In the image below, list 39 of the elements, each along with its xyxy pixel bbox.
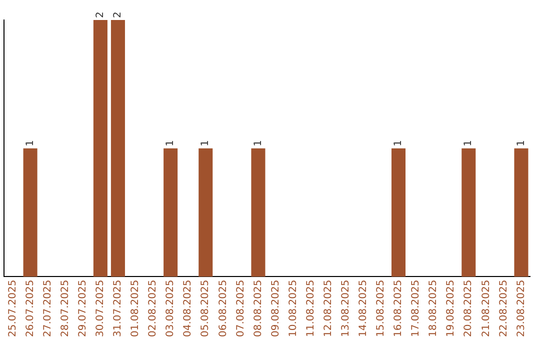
x-tick-label: 19.08.2025 (446, 280, 457, 338)
x-tick-label: 22.08.2025 (498, 280, 510, 338)
data-label: 1 (393, 140, 404, 146)
x-tick-label: 27.07.2025 (42, 280, 54, 338)
x-tick-label: 04.08.2025 (182, 280, 194, 338)
x-tick-label: 02.08.2025 (148, 280, 159, 338)
x-tick-label: 23.08.2025 (516, 280, 527, 338)
x-tick-label: 11.08.2025 (305, 280, 316, 338)
x-tick-label: 30.07.2025 (95, 280, 106, 338)
x-tick-label: 08.08.2025 (252, 280, 264, 338)
data-label: 1 (165, 140, 176, 146)
x-tick-label: 21.08.2025 (480, 280, 492, 338)
x-tick-label: 18.08.2025 (428, 280, 440, 338)
x-tick-label: 13.08.2025 (340, 280, 352, 338)
x-tick-label: 20.08.2025 (463, 280, 474, 338)
data-label: 1 (252, 140, 264, 146)
x-tick-label: 29.07.2025 (77, 280, 88, 338)
data-label: 1 (200, 140, 212, 146)
x-tick-label: 07.08.2025 (235, 280, 246, 338)
data-label: 1 (463, 140, 474, 146)
data-label: 2 (95, 12, 106, 18)
x-tick-label: 01.08.2025 (130, 280, 142, 338)
x-tick-label: 15.08.2025 (376, 280, 387, 338)
data-label: 1 (516, 140, 527, 146)
data-label: 2 (112, 12, 124, 18)
x-tick-label: 09.08.2025 (270, 280, 282, 338)
x-tick-label: 26.07.2025 (24, 280, 36, 338)
x-tick-label: 06.08.2025 (218, 280, 229, 338)
x-tick-label: 28.07.2025 (60, 280, 71, 338)
x-tick-label: 14.08.2025 (358, 280, 370, 338)
x-tick-label: 16.08.2025 (393, 280, 404, 338)
x-tick-label: 25.07.2025 (7, 280, 18, 338)
x-tick-label: 12.08.2025 (322, 280, 334, 338)
x-tick-label: 10.08.2025 (288, 280, 299, 338)
x-tick-label: 05.08.2025 (200, 280, 212, 338)
data-label: 1 (24, 140, 36, 146)
x-tick-label: 03.08.2025 (165, 280, 176, 338)
x-tick-label: 31.07.2025 (112, 280, 124, 338)
x-tick-label: 17.08.2025 (410, 280, 422, 338)
